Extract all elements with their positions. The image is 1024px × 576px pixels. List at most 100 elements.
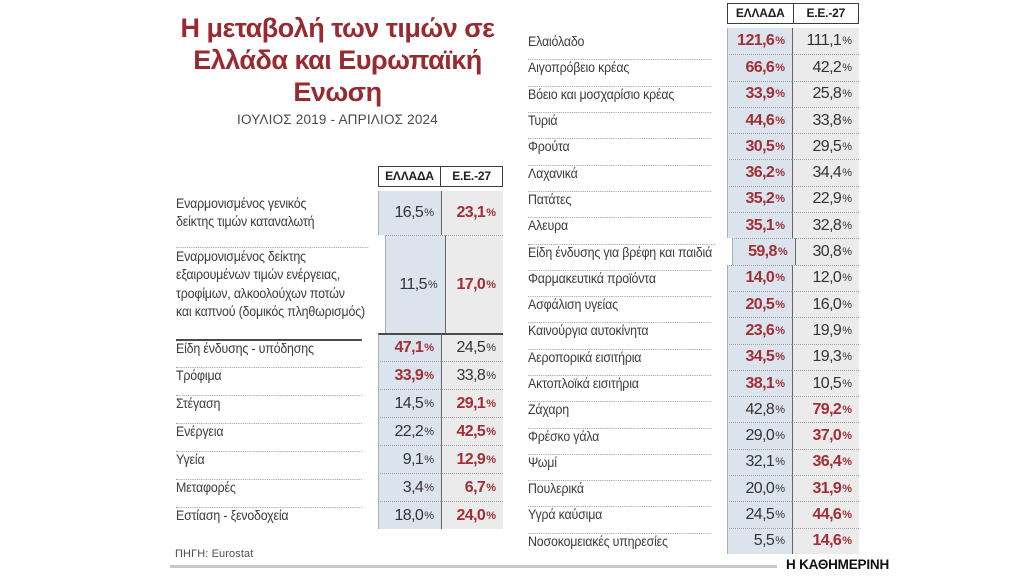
row-label: Βόειο και μοσχαρίσιο κρέας	[528, 85, 712, 102]
percent-sign: %	[842, 508, 852, 521]
left-table-summary-rows: Εναρμονισμένος γενικός δείκτης τιμών κατ…	[176, 191, 503, 333]
percent-sign: %	[775, 140, 785, 153]
table-row: Ασφάλιση υγείας 20,5% 16,0%	[528, 290, 859, 318]
percent-sign: %	[427, 278, 438, 291]
eu-value-cell: 29,1%	[441, 389, 503, 417]
newspaper-logo: Η ΚΑΘΗΜΕΡΙΝΗ	[786, 557, 889, 572]
value-number: 16,0	[812, 295, 842, 313]
row-label: Νοσοκομειακές υπηρεσίες	[528, 532, 712, 549]
eu-value-cell: 19,9%	[792, 317, 859, 344]
eu-value-cell: 10,5%	[792, 369, 859, 397]
greece-value-cell: 47,1%	[378, 333, 441, 361]
greece-value-cell: 16,5%	[378, 191, 441, 235]
percent-sign: %	[424, 509, 434, 522]
greece-value-cell: 11,5%	[385, 235, 445, 333]
percent-sign: %	[424, 369, 434, 382]
percent-sign: %	[486, 369, 496, 382]
greece-value-cell: 24,5%	[727, 501, 792, 528]
table-row: Πατάτες 35,2% 22,9%	[528, 185, 859, 213]
eu-value-cell: 12,9%	[441, 445, 503, 473]
value-number: 14,0	[745, 269, 775, 287]
table-row: Αεροπορικά εισιτήρια 34,5% 19,3%	[528, 343, 859, 370]
percent-sign: %	[842, 482, 852, 495]
percent-sign: %	[777, 246, 788, 259]
value-number: 12,0	[812, 269, 842, 287]
row-label: Εστίαση - ξενοδοχεία	[176, 507, 362, 523]
greece-value-cell: 30,5%	[727, 133, 792, 160]
percent-sign: %	[842, 351, 852, 364]
eu-value-cell: 23,1%	[441, 191, 503, 235]
row-label: Φαρμακευτικά προϊόντα	[528, 269, 712, 286]
table-row: Εναρμονισμένος δείκτης εξαιρουμένων τιμώ…	[176, 235, 503, 333]
column-header-greece: ΕΛΛΑΔΑ	[735, 6, 785, 20]
percent-sign: %	[842, 88, 852, 101]
greece-value-cell: 18,0%	[378, 501, 441, 529]
percent-sign: %	[775, 377, 785, 390]
value-number: 20,5	[745, 295, 775, 313]
table-row: Ψωμί 32,1% 36,4%	[528, 448, 859, 476]
greece-value-cell: 20,5%	[727, 290, 792, 318]
greece-value-cell: 32,1%	[727, 448, 792, 476]
table-row: Ζάχαρη 42,8% 79,2%	[528, 396, 859, 423]
value-number: 79,2	[812, 400, 842, 418]
row-label: Ασφάλιση υγείας	[528, 296, 712, 312]
percent-sign: %	[775, 324, 785, 337]
percent-sign: %	[842, 272, 852, 285]
eu-value-cell: 17,0%	[444, 235, 503, 333]
eu-value-cell: 79,2%	[792, 396, 859, 423]
row-label: Υγρά καύσιμα	[528, 506, 712, 522]
table-row: Νοσοκομειακές υπηρεσίες 5,5% 14,6%	[528, 527, 859, 554]
value-number: 42,8	[745, 400, 775, 418]
percent-sign: %	[486, 509, 496, 522]
row-label: Φρέσκο γάλα	[528, 427, 712, 444]
table-row: Ακτοπλοϊκά εισιτήρια 38,1% 10,5%	[528, 369, 859, 397]
table-row: Ελαιόλαδο 121,6% 111,1%	[528, 28, 859, 55]
row-label: Είδη ένδυσης για βρέφη και παιδιά	[528, 243, 716, 260]
row-label: Ψωμί	[528, 453, 712, 470]
percent-sign: %	[486, 278, 496, 291]
value-number: 111,1	[806, 32, 842, 50]
value-number: 36,2	[745, 164, 775, 182]
greece-value-cell: 36,2%	[727, 159, 792, 186]
percent-sign: %	[424, 397, 434, 410]
value-number: 24,5	[745, 505, 775, 523]
eu-value-cell: 42,2%	[792, 54, 859, 81]
header-box: ΕΛΛΑΔΑ Ε.Ε.-27	[378, 166, 503, 187]
summary-table: ΕΛΛΑΔΑ Ε.Ε.-27 Εναρμονισμένος γενικός δε…	[176, 166, 503, 529]
row-label: Ακτοπλοϊκά εισιτήρια	[528, 375, 712, 391]
percent-sign: %	[842, 61, 852, 74]
value-number: 24,0	[456, 506, 486, 524]
value-number: 47,1	[394, 339, 424, 356]
table-row: Είδη ένδυσης για βρέφη και παιδιά 59,8% …	[528, 238, 859, 265]
value-number: 44,6	[812, 505, 842, 523]
table-row: Αλευρα 35,1% 32,8%	[528, 212, 859, 239]
eu-value-cell: 42,5%	[441, 417, 503, 445]
value-number: 44,6	[745, 111, 775, 129]
table-row: Είδη ένδυσης - υπόδησης 47,1% 24,5%	[176, 333, 503, 361]
value-number: 23,6	[745, 321, 775, 339]
value-number: 29,5	[812, 137, 842, 155]
value-number: 33,9	[745, 85, 775, 103]
greece-value-cell: 23,6%	[727, 317, 792, 344]
greece-value-cell: 22,2%	[378, 417, 441, 445]
eu-value-cell: 25,8%	[792, 80, 859, 107]
greece-value-cell: 35,1%	[727, 212, 792, 239]
greece-value-cell: 59,8%	[732, 238, 795, 265]
percent-sign: %	[775, 456, 785, 469]
row-label: Αεροπορικά εισιτήρια	[528, 348, 712, 365]
percent-sign: %	[842, 167, 852, 180]
percent-sign: %	[842, 298, 852, 311]
row-label: Ελαιόλαδο	[528, 33, 585, 49]
value-number: 66,6	[745, 58, 775, 76]
value-number: 31,9	[812, 479, 842, 497]
row-label: Αλευρα	[528, 217, 712, 233]
value-number: 33,8	[812, 111, 842, 129]
greece-value-cell: 44,6%	[727, 106, 792, 134]
percent-sign: %	[424, 453, 434, 466]
value-number: 32,8	[812, 216, 842, 234]
eu-value-cell: 6,7%	[441, 473, 503, 501]
percent-sign: %	[775, 272, 785, 285]
table-row: Τρόφιμα 33,9% 33,8%	[176, 361, 503, 389]
value-number: 17,0	[456, 275, 486, 293]
greece-value-cell: 14,5%	[378, 389, 441, 417]
